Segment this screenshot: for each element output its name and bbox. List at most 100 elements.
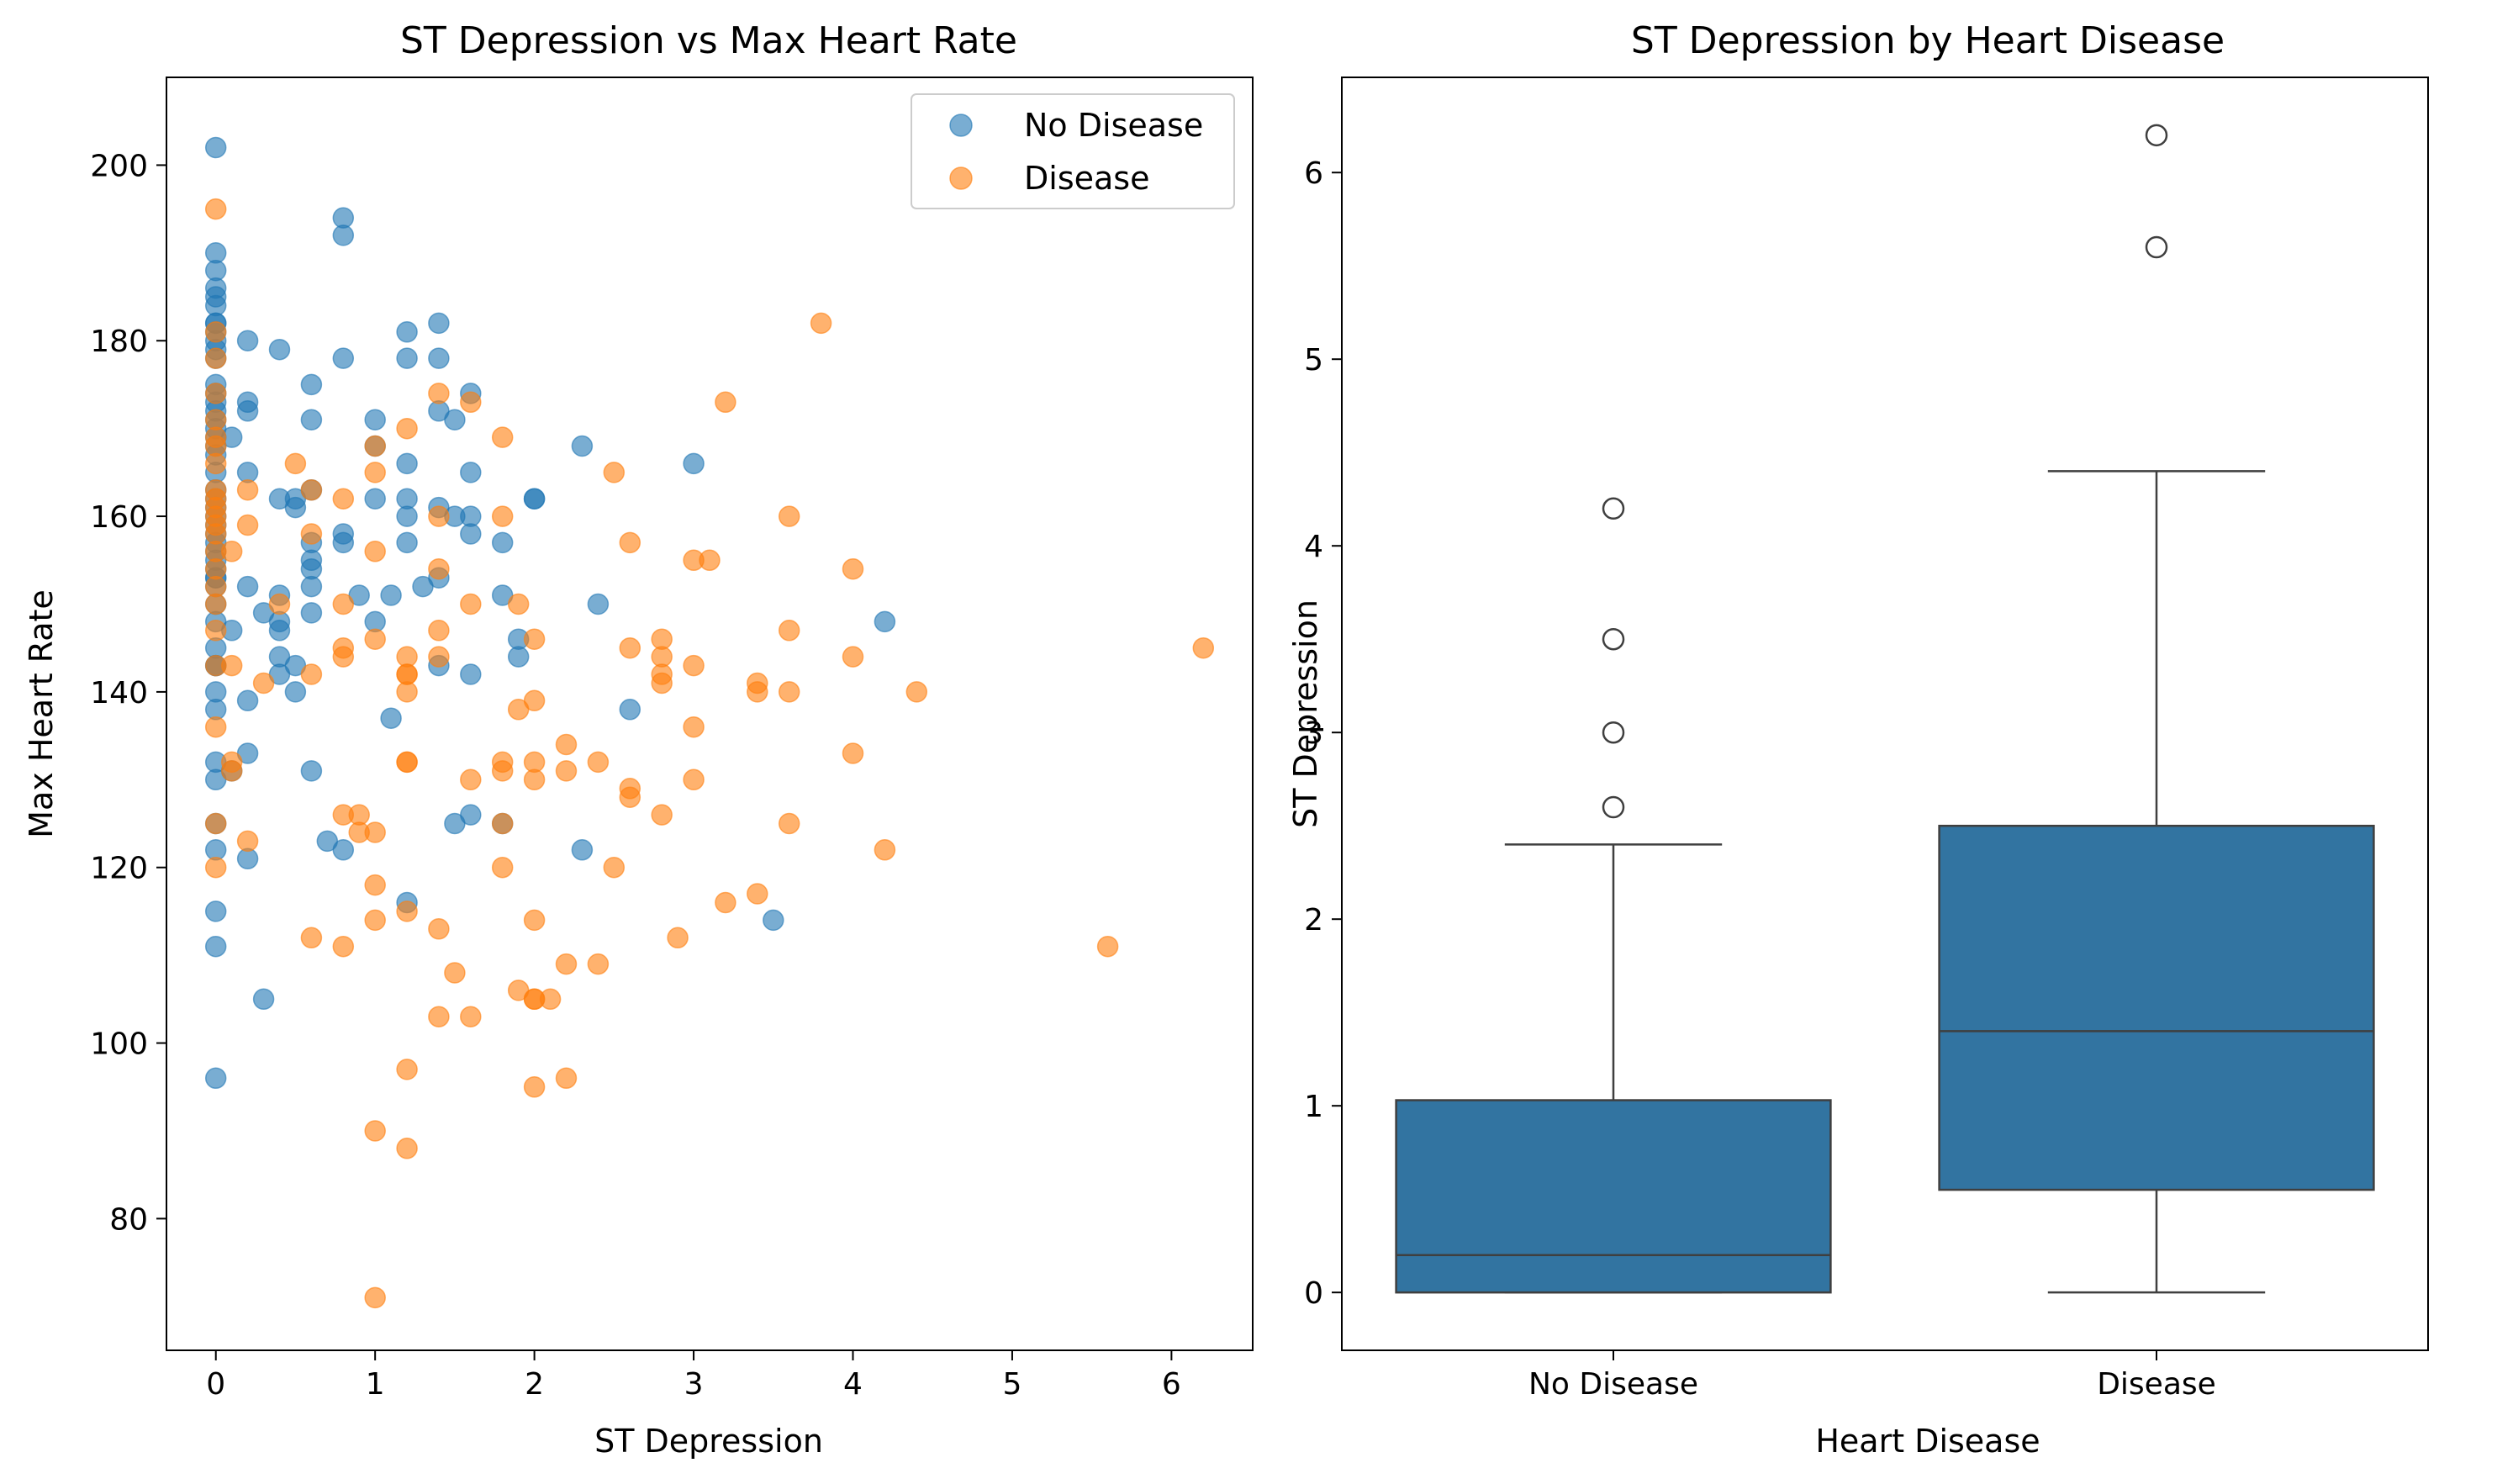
scatter-point-disease xyxy=(204,593,227,615)
scatter-point-disease xyxy=(555,760,578,782)
scatter-point-disease xyxy=(491,426,514,448)
scatter-point-disease xyxy=(428,1006,450,1027)
scatter-point-disease xyxy=(300,927,323,949)
scatter-point-disease xyxy=(364,541,386,562)
scatter-point-disease xyxy=(428,620,450,642)
scatter-point-no-disease xyxy=(236,330,259,351)
scatter-point-disease xyxy=(778,812,800,835)
scatter-point-no-disease xyxy=(284,496,307,519)
box-outlier xyxy=(1602,627,1625,651)
scatter-point-disease xyxy=(252,672,275,694)
scatter-point-disease xyxy=(683,654,705,677)
scatter-point-disease xyxy=(651,804,673,826)
scatter-point-disease xyxy=(396,1138,418,1159)
scatter-point-disease xyxy=(204,620,227,642)
scatter-point-no-disease xyxy=(491,531,514,554)
scatter-point-no-disease xyxy=(252,988,275,1011)
scatter-point-disease xyxy=(523,628,546,650)
legend-marker-no-disease xyxy=(949,114,973,137)
scatter-x-axis-label: ST Depression xyxy=(594,1423,823,1460)
scatter-point-disease xyxy=(204,812,227,835)
scatter-point-disease xyxy=(683,716,705,738)
box-group-disease xyxy=(1938,124,2375,1294)
scatter-y-tick-label: 140 xyxy=(90,676,148,710)
scatter-point-no-disease xyxy=(396,347,418,369)
scatter-point-disease xyxy=(603,462,626,483)
scatter-point-no-disease xyxy=(364,488,386,510)
box-y-tick-label: 2 xyxy=(1304,903,1323,937)
scatter-point-no-disease xyxy=(571,435,594,457)
scatter-plot-area xyxy=(166,77,1253,1350)
scatter-point-disease xyxy=(667,927,689,949)
scatter-point-disease xyxy=(491,856,514,879)
scatter-point-disease xyxy=(396,900,418,922)
box-chart: ST Depression by Heart Disease 0 1 2 3 4 5 6 No… xyxy=(1287,19,2429,1460)
scatter-point-disease xyxy=(428,557,450,580)
scatter-point-no-disease xyxy=(300,557,323,580)
scatter-point-disease xyxy=(523,768,546,791)
scatter-y-tick-label: 160 xyxy=(90,500,148,535)
scatter-point-no-disease xyxy=(332,347,355,369)
scatter-point-disease xyxy=(364,1120,386,1142)
scatter-point-disease xyxy=(428,918,450,940)
scatter-legend: No Disease Disease xyxy=(911,93,1235,209)
scatter-point-no-disease xyxy=(332,531,355,554)
scatter-point-disease xyxy=(268,593,291,615)
scatter-point-disease xyxy=(364,435,386,457)
scatter-point-disease xyxy=(842,742,864,764)
scatter-point-disease xyxy=(300,523,323,545)
scatter-point-disease xyxy=(619,531,641,554)
scatter-point-disease xyxy=(555,733,578,756)
scatter-point-disease xyxy=(842,646,864,668)
scatter-x-tick-label: 0 xyxy=(206,1367,225,1402)
scatter-point-disease xyxy=(619,786,641,808)
scatter-point-disease xyxy=(444,962,466,984)
scatter-point-disease xyxy=(460,593,482,615)
scatter-point-no-disease xyxy=(587,593,610,615)
scatter-point-disease xyxy=(491,505,514,527)
legend-frame xyxy=(911,93,1235,209)
scatter-point-disease xyxy=(300,478,323,501)
scatter-point-disease xyxy=(619,636,641,659)
box-outlier xyxy=(1602,721,1625,744)
scatter-point-disease xyxy=(220,654,243,677)
box-marks xyxy=(1395,124,2375,1294)
scatter-point-disease xyxy=(460,1006,482,1027)
scatter-x-tick-label: 3 xyxy=(684,1367,704,1402)
scatter-point-no-disease xyxy=(683,452,705,475)
scatter-point-disease xyxy=(204,347,227,369)
scatter-point-disease xyxy=(428,383,450,404)
box-iqr xyxy=(1938,824,2375,1191)
scatter-point-disease xyxy=(332,935,355,958)
scatter-point-disease xyxy=(460,391,482,414)
scatter-point-no-disease xyxy=(428,312,450,335)
scatter-point-no-disease xyxy=(396,452,418,475)
scatter-point-no-disease xyxy=(268,338,291,361)
box-outlier xyxy=(1602,497,1625,520)
scatter-point-no-disease xyxy=(204,900,227,922)
scatter-point-disease xyxy=(204,452,227,475)
scatter-point-disease xyxy=(778,505,800,527)
scatter-point-disease xyxy=(220,541,243,562)
scatter-ticks: 0 1 2 3 4 5 6 80 100 120 140 160 180 200 xyxy=(90,149,1181,1402)
scatter-point-no-disease xyxy=(396,505,418,527)
box-axes-frame xyxy=(1341,77,2429,1351)
scatter-point-disease xyxy=(300,663,323,685)
box-outlier xyxy=(2145,124,2168,147)
scatter-point-no-disease xyxy=(204,136,227,159)
scatter-point-disease xyxy=(428,646,450,668)
scatter-point-no-disease xyxy=(300,373,323,396)
scatter-point-disease xyxy=(874,839,896,861)
scatter-y-tick-label: 120 xyxy=(90,852,148,886)
scatter-x-tick-label: 2 xyxy=(525,1367,544,1402)
scatter-point-disease xyxy=(204,856,227,879)
box-outlier xyxy=(2145,235,2168,259)
scatter-point-disease xyxy=(204,716,227,738)
scatter-point-no-disease xyxy=(523,488,546,510)
box-ticks: 0 1 2 3 4 5 6 No Disease Disease xyxy=(1304,156,2216,1402)
legend-label-no-disease: No Disease xyxy=(1024,107,1203,144)
scatter-point-disease xyxy=(460,768,482,791)
scatter-point-disease xyxy=(747,681,768,703)
box-y-tick-label: 6 xyxy=(1304,156,1323,191)
box-iqr xyxy=(1395,1099,1832,1294)
